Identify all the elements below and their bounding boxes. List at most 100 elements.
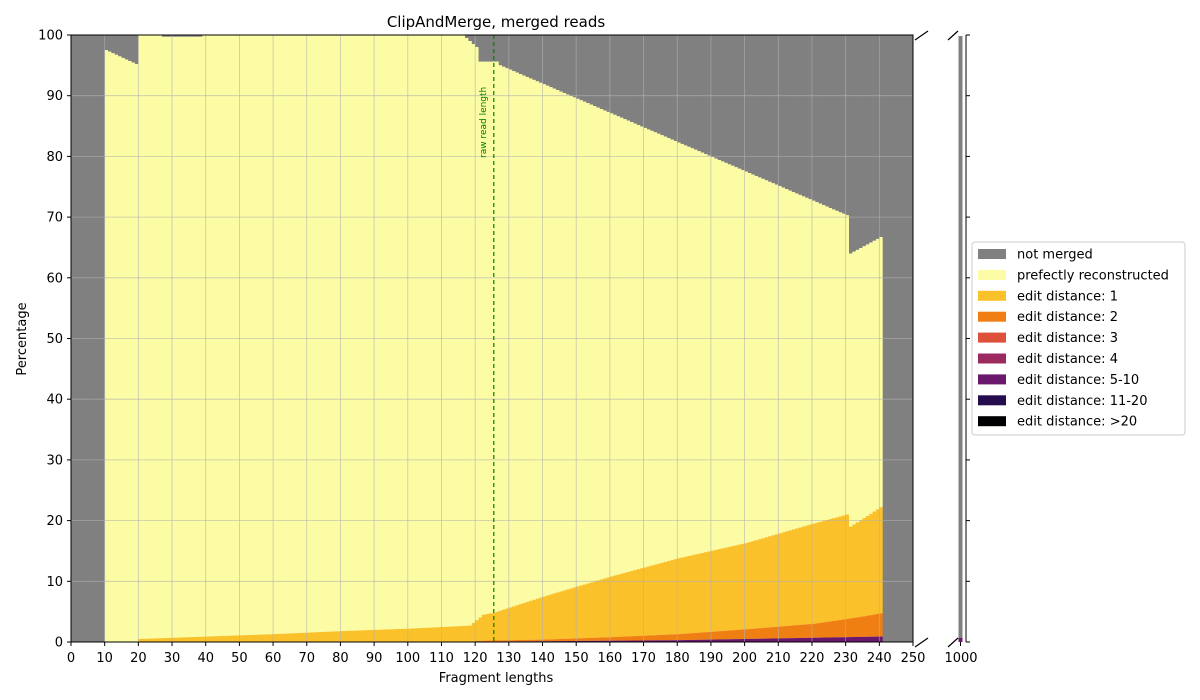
bar-segment-not-merged — [717, 35, 722, 160]
bar-segment-edit-1 — [653, 564, 658, 636]
bar-segment-edit-1 — [444, 626, 449, 642]
bar-227 — [835, 35, 840, 642]
bar-segment-edit-2 — [862, 616, 867, 637]
bar-segment-edit-2 — [606, 637, 611, 641]
bar-segment-edit-1 — [232, 635, 237, 642]
bar-71 — [310, 35, 314, 642]
bar-segment-edit-higher — [724, 639, 729, 642]
bar-segment-not-merged — [165, 35, 170, 37]
bar-segment-not-merged — [188, 35, 193, 37]
bar-segment-edit-1 — [454, 626, 459, 642]
bar-segment-edit-2 — [747, 628, 752, 639]
bar-segment-edit-2 — [875, 614, 880, 637]
x-tick-label: 130 — [496, 651, 521, 666]
bar-segment-not-merged — [630, 35, 634, 123]
bar-segment-perfect — [205, 35, 210, 637]
bar-segment-perfect — [660, 135, 665, 563]
bar-12 — [111, 35, 116, 642]
bar-segment-not-merged — [529, 35, 533, 79]
bar-segment-edit-higher — [683, 640, 688, 642]
bar-segment-perfect — [529, 78, 533, 601]
bar-222 — [818, 35, 823, 642]
bar-segment-not-merged — [653, 35, 658, 133]
bar-110 — [441, 35, 446, 642]
bar-segment-edit-1 — [337, 631, 341, 642]
bar-171 — [646, 35, 651, 642]
bar-150 — [576, 35, 580, 642]
bar-47 — [229, 35, 234, 642]
bar-segment-edit-1 — [505, 608, 510, 641]
bar-segment-perfect — [165, 36, 170, 638]
bar-segment-not-merged — [134, 35, 139, 65]
bar-211 — [781, 35, 786, 642]
bar-69 — [303, 35, 308, 642]
bar-segment-edit-1 — [485, 614, 489, 641]
bar-segment-edit-2 — [646, 635, 651, 641]
bar-segment-edit-1 — [741, 543, 745, 630]
bar-90 — [374, 35, 378, 642]
bar-segment-not-merged — [579, 35, 584, 101]
bar-segment-edit-2 — [697, 632, 702, 640]
bar-96 — [394, 35, 399, 642]
bar-segment-edit-1 — [754, 540, 759, 629]
bar-180 — [677, 35, 681, 642]
bar-segment-not-merged — [522, 35, 527, 76]
bar-segment-edit-2 — [734, 629, 739, 640]
bar-segment-edit-1 — [529, 600, 533, 640]
bar-segment-perfect — [727, 164, 732, 547]
bar-segment-edit-1 — [670, 560, 675, 635]
bar-237 — [869, 35, 873, 642]
bar-151 — [579, 35, 584, 642]
bar-segment-perfect — [266, 35, 271, 635]
bar-segment-edit-1 — [619, 573, 624, 637]
bar-segment-edit-1 — [576, 586, 580, 639]
bar-segment-perfect — [572, 97, 577, 588]
bar-segment-edit-higher — [657, 640, 661, 642]
bar-segment-perfect — [209, 35, 213, 637]
bar-segment-not-merged — [532, 35, 537, 80]
bar-85 — [357, 35, 361, 642]
bar-segment-edit-1 — [714, 549, 719, 632]
bar-segment-perfect — [862, 246, 867, 519]
bar-57 — [262, 35, 267, 642]
bar-segment-edit-2 — [539, 639, 543, 642]
y-axis-label: Percentage — [15, 302, 30, 375]
bar-170 — [643, 35, 648, 642]
bar-segment-edit-1 — [343, 630, 348, 642]
bar-segment-edit-1 — [724, 547, 729, 631]
bar-segment-edit-2 — [717, 631, 722, 640]
bar-segment-edit-2 — [781, 626, 786, 639]
bar-segment-perfect — [488, 61, 493, 614]
bar-segment-edit-higher — [616, 640, 621, 642]
bar-segment-edit-higher — [717, 639, 722, 642]
bar-segment-edit-1 — [192, 637, 196, 642]
bar-segment-perfect — [697, 151, 702, 554]
bar-segment-not-merged — [778, 35, 782, 187]
bar-segment-perfect — [778, 186, 782, 534]
bar-segment-edit-1 — [539, 597, 543, 640]
bar-segment-perfect — [589, 104, 594, 583]
bar-segment-perfect — [394, 35, 399, 630]
bar-segment-not-merged — [849, 35, 853, 254]
bar-segment-edit-higher — [582, 640, 587, 642]
bar-segment-edit-higher — [603, 640, 607, 642]
bar-segment-perfect — [269, 35, 274, 635]
bar-segment-edit-1 — [744, 543, 749, 630]
legend-item: edit distance: >20 — [978, 415, 1137, 430]
bar-segment-perfect — [411, 35, 415, 629]
bar-segment-not-merged — [862, 35, 867, 247]
bar-112 — [448, 35, 452, 642]
bar-segment-not-merged — [481, 35, 486, 62]
x-tick-label: 30 — [164, 651, 181, 666]
bar-segment-edit-1 — [202, 636, 207, 642]
bar-232 — [852, 35, 857, 642]
bar-118 — [468, 35, 473, 642]
bar-segment-edit-2 — [842, 619, 846, 638]
bar-segment-edit-higher — [680, 640, 685, 642]
bar-segment-edit-1 — [323, 631, 328, 642]
bar-segment-not-merged — [670, 35, 675, 140]
bar-segment-perfect — [219, 35, 223, 637]
bar-segment-not-merged — [549, 35, 553, 88]
bar-segment-perfect — [596, 107, 601, 581]
bar-segment-edit-2 — [529, 639, 533, 642]
